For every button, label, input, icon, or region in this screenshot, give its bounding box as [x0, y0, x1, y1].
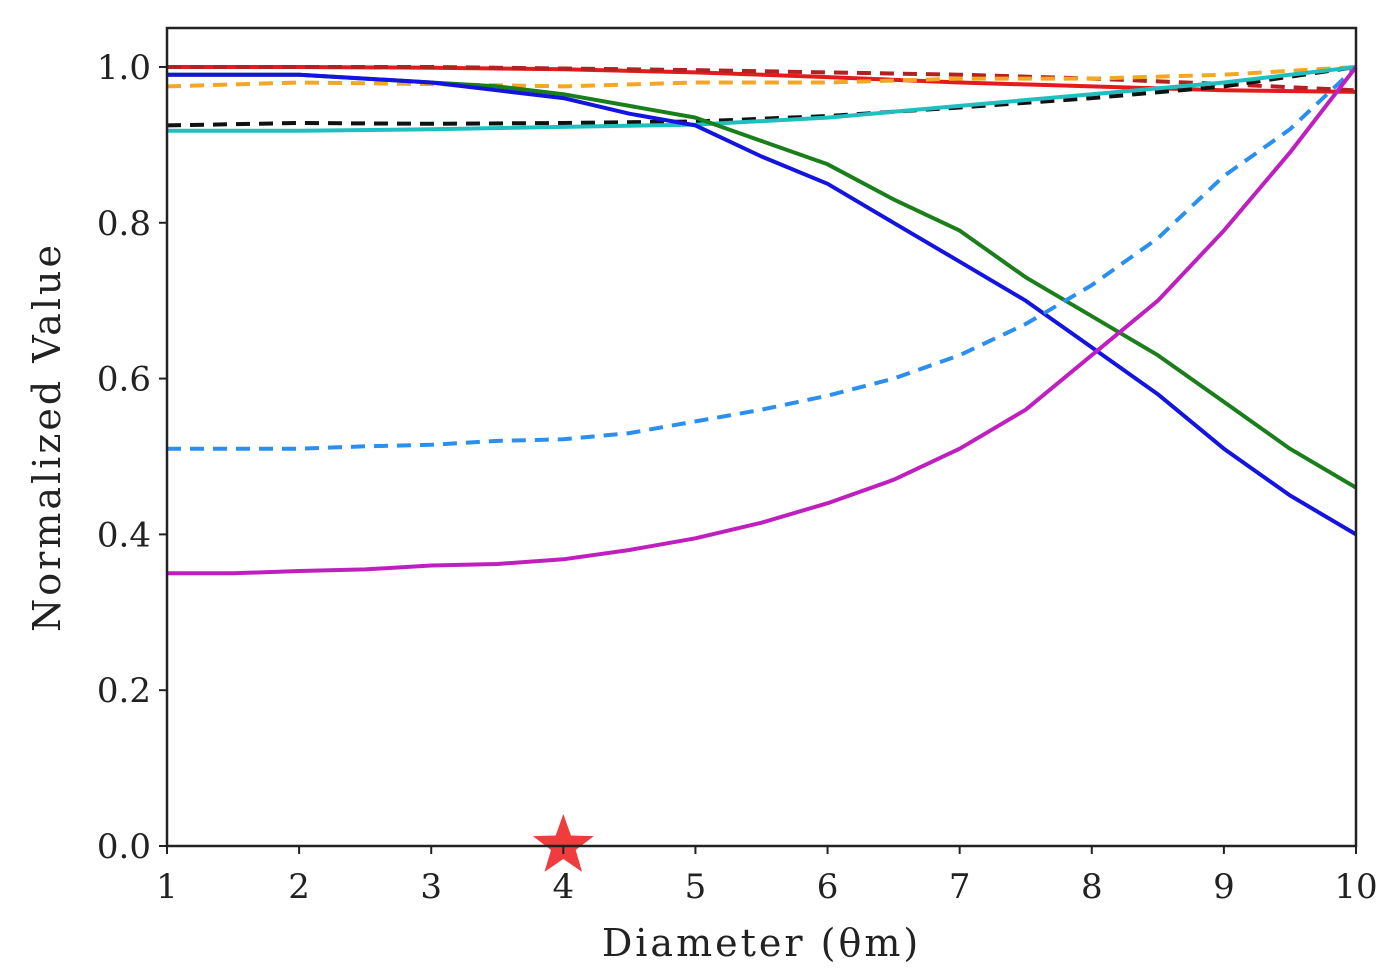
x-tick-label: 10 — [1334, 867, 1377, 907]
x-tick-label: 1 — [156, 867, 178, 907]
x-tick-label: 3 — [420, 867, 442, 907]
y-tick-label: 0.0 — [97, 827, 151, 867]
series-layer — [166, 65, 1358, 576]
y-tick-label: 0.2 — [97, 671, 151, 711]
series-line-8 — [167, 65, 1358, 451]
y-tick-label: 1.0 — [97, 48, 151, 88]
y-axis-ticks: 0.0 0.2 0.4 0.6 0.8 1.0 — [97, 48, 167, 867]
star-marker — [532, 814, 594, 872]
series-line-4 — [166, 65, 1357, 128]
series-line-2 — [167, 65, 1357, 93]
x-axis-ticks: 1 2 3 4 5 6 7 8 9 10 — [156, 846, 1378, 907]
x-tick-label: 8 — [1081, 867, 1103, 907]
marker-layer — [532, 814, 594, 872]
series-line-7 — [167, 72, 1358, 537]
series-line-9 — [167, 65, 1358, 576]
x-tick-label: 7 — [949, 867, 971, 907]
series-line-5 — [167, 65, 1357, 133]
x-axis-title: Diameter (θm) — [602, 921, 921, 965]
x-tick-label: 5 — [685, 867, 707, 907]
x-tick-label: 4 — [553, 867, 575, 907]
x-tick-label: 2 — [288, 867, 310, 907]
y-tick-label: 0.4 — [97, 515, 151, 555]
plot-area-frame — [165, 26, 1358, 848]
x-tick-label: 9 — [1213, 867, 1235, 907]
y-tick-label: 0.8 — [97, 204, 151, 244]
x-tick-label: 6 — [817, 867, 839, 907]
series-line-3 — [166, 65, 1357, 89]
y-tick-label: 0.6 — [97, 360, 151, 400]
y-axis-title: Normalized Value — [25, 242, 69, 632]
